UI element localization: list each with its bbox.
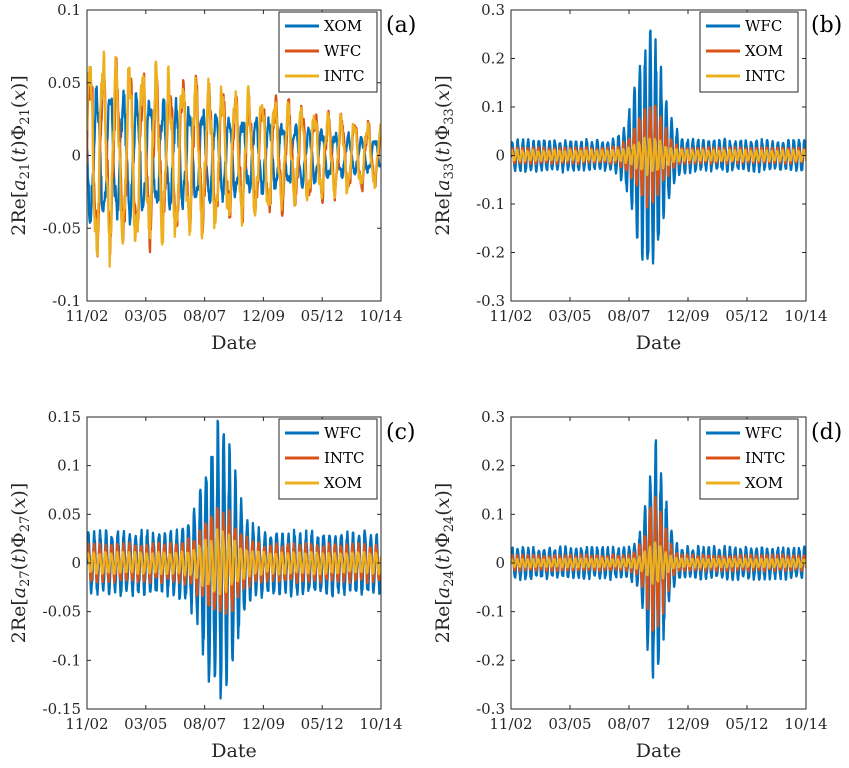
- x-tick-label: 03/05: [548, 307, 591, 325]
- x-tick-label: 12/09: [666, 307, 709, 325]
- series-line-intc: [511, 136, 806, 177]
- x-tick-label: 05/12: [725, 715, 768, 733]
- panel-d: -0.3 -0.2 -0.1 0 0.1 0.2 0.3 11/02 03/05 08/07 12/…: [432, 408, 842, 762]
- y-axis-label: 2Re[a24(t)Φ24(x)]: [432, 483, 457, 644]
- panel-label: (c): [386, 420, 416, 445]
- x-tick-label: 10/14: [359, 307, 402, 325]
- y-tick-label: 0.1: [481, 98, 505, 116]
- y-tick-label: 0.2: [481, 50, 505, 68]
- x-axis-label: Date: [211, 332, 256, 354]
- x-tick-label: 11/02: [65, 715, 108, 733]
- x-axis-label: Date: [636, 740, 681, 762]
- y-tick-label: 0.1: [57, 457, 81, 475]
- y-axis-label: 2Re[a27(t)Φ27(x)]: [8, 483, 33, 644]
- x-tick-label: 08/07: [607, 715, 650, 733]
- x-tick-label: 12/09: [666, 715, 709, 733]
- x-tick-label: 05/12: [301, 307, 344, 325]
- y-tick-label: 0.05: [48, 505, 81, 523]
- x-tick-label: 08/07: [183, 307, 226, 325]
- y-tick-label: -0.1: [52, 292, 81, 310]
- legend-label-wfc: WFC: [745, 17, 782, 35]
- legend-label-intc: INTC: [324, 449, 365, 467]
- x-tick-label: 05/12: [301, 715, 344, 733]
- y-tick-label: 0.1: [57, 1, 81, 19]
- x-tick-label: 12/09: [242, 715, 285, 733]
- legend: WFC XOM INTC: [699, 11, 799, 93]
- legend-label-intc: INTC: [745, 67, 786, 85]
- y-tick-label: 0.05: [48, 74, 81, 92]
- legend-label-wfc: WFC: [745, 424, 782, 442]
- series-line-xom: [87, 528, 381, 596]
- y-tick-label: 0: [71, 147, 81, 165]
- x-tick-label: 03/05: [124, 307, 167, 325]
- x-tick-label: 10/14: [784, 715, 827, 733]
- x-tick-label: 08/07: [183, 715, 226, 733]
- y-tick-label: -0.05: [43, 603, 81, 621]
- y-tick-label: 0: [71, 554, 81, 572]
- y-tick-label: -0.1: [52, 651, 81, 669]
- legend-label-xom: XOM: [745, 474, 783, 492]
- y-tick-label: 0.3: [481, 408, 505, 426]
- x-tick-label: 10/14: [359, 715, 402, 733]
- legend-label-intc: INTC: [745, 449, 786, 467]
- x-tick-label: 11/02: [65, 307, 108, 325]
- y-tick-label: -0.05: [43, 219, 81, 237]
- x-tick-label: 11/02: [489, 715, 532, 733]
- x-tick-label: 03/05: [124, 715, 167, 733]
- x-axis-label: Date: [211, 740, 256, 762]
- y-tick-label: 0: [495, 147, 505, 165]
- panel-label: (a): [386, 13, 416, 38]
- y-tick-label: -0.2: [476, 244, 505, 262]
- legend: WFC INTC XOM: [278, 418, 378, 500]
- y-axis-label: 2Re[a21(t)Φ21(x)]: [8, 75, 33, 236]
- y-axis-label: 2Re[a33(t)Φ33(x)]: [432, 75, 457, 236]
- series-line-intc: [511, 496, 806, 632]
- y-tick-label: 0.15: [48, 408, 81, 426]
- x-tick-label: 08/07: [607, 307, 650, 325]
- x-tick-label: 03/05: [548, 715, 591, 733]
- panel-b: -0.3 -0.2 -0.1 0 0.1 0.2 0.3 11/02 03/05 08/07 12/…: [432, 1, 842, 354]
- y-tick-label: -0.3: [476, 292, 505, 310]
- y-tick-label: -0.3: [476, 700, 505, 718]
- legend: XOM WFC INTC: [278, 11, 378, 93]
- y-tick-label: 0.2: [481, 457, 505, 475]
- y-tick-label: -0.1: [476, 195, 505, 213]
- y-tick-label: 0.3: [481, 1, 505, 19]
- series-line-wfc: [511, 29, 806, 265]
- x-axis-label: Date: [636, 332, 681, 354]
- series-line-intc: [87, 50, 381, 268]
- legend-label-intc: INTC: [324, 67, 365, 85]
- legend-label-xom: XOM: [324, 474, 362, 492]
- panel-c: -0.15 -0.1 -0.05 0 0.05 0.1 0.15 11/02 03/05 08/0…: [8, 408, 416, 762]
- legend-label-xom: XOM: [324, 17, 362, 35]
- y-tick-label: 0.1: [481, 505, 505, 523]
- y-tick-label: -0.1: [476, 603, 505, 621]
- series-line-wfc: [511, 439, 806, 679]
- panel-a: -0.1 -0.05 0 0.05 0.1 11/02 03/05 08/07 12/09 05/…: [8, 1, 416, 354]
- series-line-xom: [511, 541, 806, 585]
- legend-label-wfc: WFC: [324, 42, 361, 60]
- x-tick-label: 11/02: [489, 307, 532, 325]
- x-tick-label: 12/09: [242, 307, 285, 325]
- panel-label: (d): [811, 420, 842, 445]
- legend: WFC INTC XOM: [699, 418, 799, 500]
- y-tick-label: 0: [495, 554, 505, 572]
- y-tick-label: -0.15: [43, 700, 81, 718]
- legend-label-wfc: WFC: [324, 424, 361, 442]
- legend-label-xom: XOM: [745, 42, 783, 60]
- panel-label: (b): [811, 13, 842, 38]
- x-tick-label: 05/12: [725, 307, 768, 325]
- y-tick-label: -0.2: [476, 651, 505, 669]
- x-tick-label: 10/14: [784, 307, 827, 325]
